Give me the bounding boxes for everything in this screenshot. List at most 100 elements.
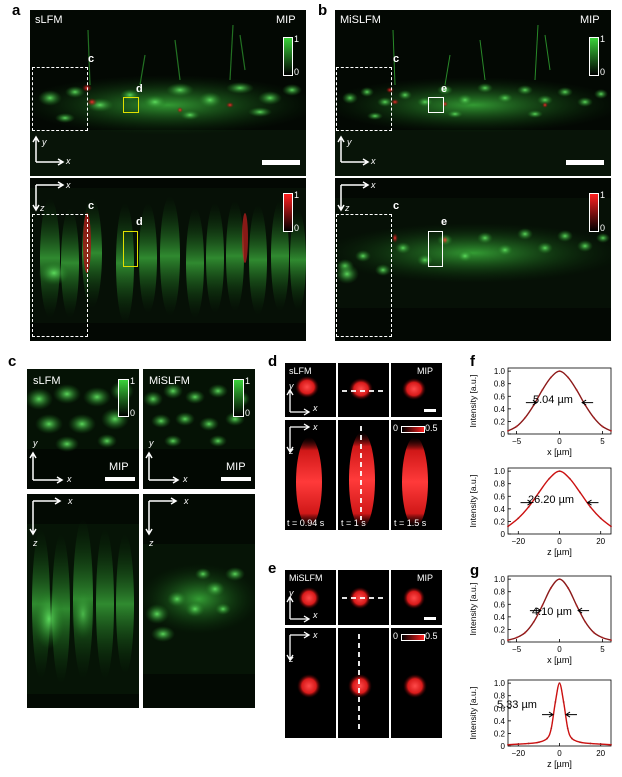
chart-g-bottom: 0 0.2 0.4 0.6 0.8 1.0 −20 0 20 z [µm] Intensity [a… xyxy=(468,679,612,769)
data-point xyxy=(538,491,540,494)
panel-d-xz-2 xyxy=(338,420,389,530)
x-tick-label: −5 xyxy=(512,437,522,446)
panel-c-left-mip: MIP xyxy=(109,461,129,473)
data-point xyxy=(566,727,569,730)
panel-e-xy-3 xyxy=(391,570,442,625)
panel-b-xy-scalebar xyxy=(566,160,604,165)
data-point xyxy=(550,727,553,730)
data-point xyxy=(610,429,612,432)
data-point xyxy=(558,470,561,473)
panel-d-time-2: t = 1 s xyxy=(341,518,366,528)
panel-b-xz-roi-c-label: c xyxy=(393,200,400,212)
data-point xyxy=(568,477,571,480)
y-tick-label: 0.2 xyxy=(494,729,506,738)
data-point xyxy=(601,425,604,428)
y-tick-label: 1.0 xyxy=(494,575,506,584)
panel-d-xz-3 xyxy=(391,420,442,530)
panel-b-xz-axis-x: x xyxy=(371,180,376,190)
panel-e-mip: MIP xyxy=(417,573,434,583)
y-tick-label: 0.2 xyxy=(494,417,506,426)
panel-c-sLFM-xz-image xyxy=(27,494,139,708)
panel-e-cbar-lo: 0 xyxy=(393,631,399,641)
y-tick-label: 0.2 xyxy=(494,517,506,526)
panel-a-xy-title: sLFM xyxy=(35,14,63,26)
panel-b-xz-axes-icon xyxy=(337,181,370,212)
panel-a-xz-axis-x: x xyxy=(66,180,71,190)
x-axis-label: x [µm] xyxy=(547,655,572,665)
y-tick-label: 0.6 xyxy=(494,704,506,713)
fwhm-arrow-right xyxy=(586,499,599,506)
panel-a-xz-roi-d xyxy=(123,231,138,267)
panel-e-axis-x2: x xyxy=(313,630,318,640)
data-point xyxy=(507,429,509,432)
panel-a-xy-roi-c-label: c xyxy=(88,53,95,65)
panel-letter-c: c xyxy=(8,353,17,370)
panel-e-axis-x: x xyxy=(313,610,318,620)
panel-letter-e: e xyxy=(268,560,277,577)
y-tick-label: 0.8 xyxy=(494,480,506,489)
x-tick-label: 0 xyxy=(557,645,562,654)
panel-c-right-xz-z: z xyxy=(149,538,154,548)
panel-d-xy-axes-icon xyxy=(286,388,311,416)
data-point xyxy=(570,737,573,740)
data-point xyxy=(599,517,602,520)
panel-c-right-axis-y: y xyxy=(149,438,154,448)
panel-d-xz-axes-icon xyxy=(286,423,311,454)
panel-c-left-xz-x: x xyxy=(68,496,73,506)
fwhm-arrow-left xyxy=(542,711,554,718)
panel-b-xy-roi-c-label: c xyxy=(393,53,400,65)
data-point xyxy=(515,636,518,639)
panel-a-xz-colorbar xyxy=(283,193,293,232)
panel-b-xy-axis-x: x xyxy=(371,156,376,166)
panel-letter-f: f xyxy=(470,353,475,370)
panel-letter-g: g xyxy=(470,562,480,579)
data-point xyxy=(567,376,569,379)
data-point xyxy=(541,604,544,607)
panel-c-right-mip: MIP xyxy=(226,461,246,473)
panel-e-xz-2 xyxy=(338,628,389,738)
panel-c-right-scalebar xyxy=(221,477,251,481)
panel-a-xy-image xyxy=(30,10,306,176)
panel-b-xz-image xyxy=(335,178,611,341)
data-point xyxy=(524,416,527,419)
panel-c-right-cbar-lo: 0 xyxy=(245,408,251,418)
data-point xyxy=(584,620,587,623)
chart-g-top: 0 0.2 0.4 0.6 0.8 1.0 −5 0 5 x [µm] Intensity [a.u… xyxy=(468,575,612,665)
x-tick-label: 20 xyxy=(596,537,605,546)
data-point xyxy=(575,604,578,607)
panel-b-xy-axes-icon xyxy=(337,135,370,166)
panel-a-xz-axis-z: z xyxy=(40,203,45,213)
y-tick-label: 0.6 xyxy=(494,600,506,609)
data-point xyxy=(592,631,595,634)
data-point xyxy=(558,578,561,581)
x-tick-label: 5 xyxy=(600,645,605,654)
y-tick-label: 0.8 xyxy=(494,692,506,701)
data-point xyxy=(515,425,518,428)
data-point xyxy=(579,491,581,494)
data-point xyxy=(554,701,557,703)
panel-c-left-cbar-hi: 1 xyxy=(130,376,136,386)
panel-b-xy-colorbar xyxy=(589,37,599,76)
panel-e-xy-2 xyxy=(338,570,389,625)
fwhm-arrow-right xyxy=(581,399,594,406)
panel-b-xy-roi-c xyxy=(336,67,392,131)
y-tick-label: 0.4 xyxy=(494,613,506,622)
y-tick-label: 0.4 xyxy=(494,505,506,514)
data-point xyxy=(610,525,612,528)
data-point xyxy=(589,506,592,508)
panel-e-scalebar xyxy=(424,617,436,620)
panel-letter-b: b xyxy=(318,2,328,19)
y-tick-label: 0.4 xyxy=(494,717,506,726)
panel-d-xy-2 xyxy=(338,363,389,417)
panel-a-xz-roi-c-label: c xyxy=(88,200,95,212)
data-point xyxy=(562,701,565,703)
panel-c-right-xy-axes-icon xyxy=(145,451,180,484)
y-axis-label: Intensity [a.u.] xyxy=(468,375,478,428)
panel-d-axis-x2: x xyxy=(313,422,318,432)
chart-f-top: 0 0.2 0.4 0.6 0.8 1.0 −5 0 5 x [µm] Intensity [a.u… xyxy=(468,367,612,457)
x-axis-label: x [µm] xyxy=(547,447,572,457)
series-fit-line xyxy=(507,682,612,746)
x-tick-label: −20 xyxy=(512,749,526,758)
panel-f-bottom-fwhm: 26.20 µm xyxy=(528,494,575,506)
panel-d-cbar-hi: 0.5 xyxy=(425,423,438,433)
